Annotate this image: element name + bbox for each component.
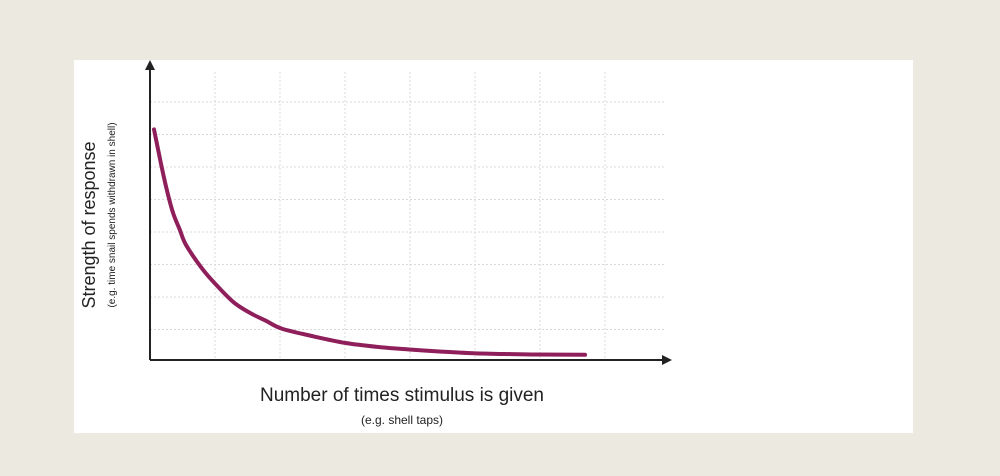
response-curve (152, 127, 587, 357)
grid (150, 72, 664, 360)
y-axis-arrow-icon (145, 60, 155, 70)
axes (145, 60, 672, 365)
x-axis-subtitle: (e.g. shell taps) (361, 413, 443, 427)
x-axis-title: Number of times stimulus is given (260, 385, 544, 406)
x-axis-arrow-icon (662, 355, 672, 365)
y-axis-title: Strength of response (79, 141, 99, 308)
chart-panel: Number of times stimulus is given (e.g. … (74, 60, 913, 433)
habituation-chart: Number of times stimulus is given (e.g. … (79, 60, 672, 427)
y-axis-subtitle: (e.g. time snail spends withdrawn in she… (107, 122, 118, 307)
